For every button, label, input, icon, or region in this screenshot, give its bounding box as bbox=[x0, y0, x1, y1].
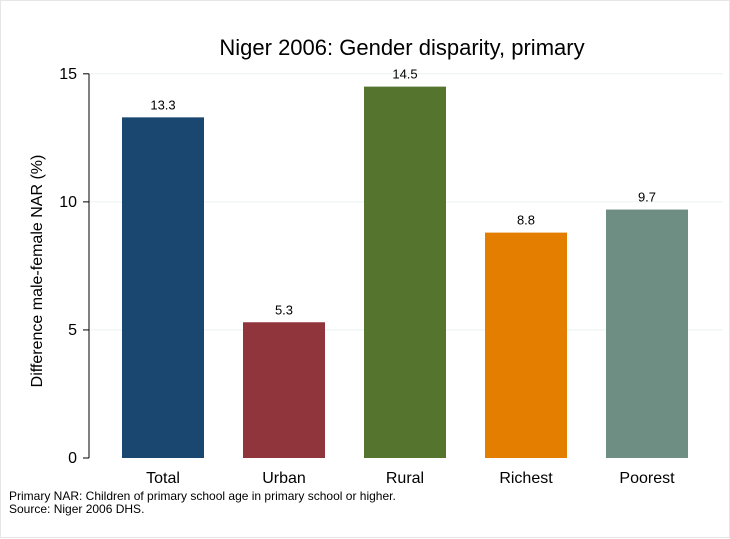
y-tick-label: 10 bbox=[59, 194, 77, 211]
x-axis-categories: Total Urban Rural Richest Poorest bbox=[146, 470, 675, 487]
bar-poorest bbox=[606, 209, 688, 458]
bar-richest bbox=[485, 232, 567, 458]
bar-total bbox=[122, 117, 204, 458]
y-tick-label: 5 bbox=[68, 322, 77, 339]
value-label: 13.3 bbox=[150, 97, 175, 112]
bar-rural bbox=[364, 86, 446, 458]
value-labels: 13.3 5.3 14.5 8.8 9.7 bbox=[150, 67, 656, 318]
value-label: 9.7 bbox=[638, 190, 656, 205]
bar-urban bbox=[243, 322, 325, 458]
y-axis-label: Difference male-female NAR (%) bbox=[29, 155, 46, 388]
category-label: Urban bbox=[262, 470, 306, 487]
chart-title: Niger 2006: Gender disparity, primary bbox=[219, 35, 584, 60]
category-label: Richest bbox=[499, 470, 553, 487]
category-label: Poorest bbox=[619, 470, 675, 487]
category-label: Rural bbox=[386, 470, 424, 487]
category-label: Total bbox=[146, 470, 180, 487]
value-label: 5.3 bbox=[275, 302, 293, 317]
value-label: 14.5 bbox=[392, 67, 417, 82]
bars bbox=[122, 86, 688, 458]
y-axis: 0 5 10 15 bbox=[59, 66, 90, 467]
y-tick-label: 0 bbox=[68, 450, 77, 467]
footnote-source: Source: Niger 2006 DHS. bbox=[9, 502, 145, 516]
footnote-definition: Primary NAR: Children of primary school … bbox=[9, 489, 396, 503]
value-label: 8.8 bbox=[517, 213, 535, 228]
y-tick-label: 15 bbox=[59, 66, 77, 83]
